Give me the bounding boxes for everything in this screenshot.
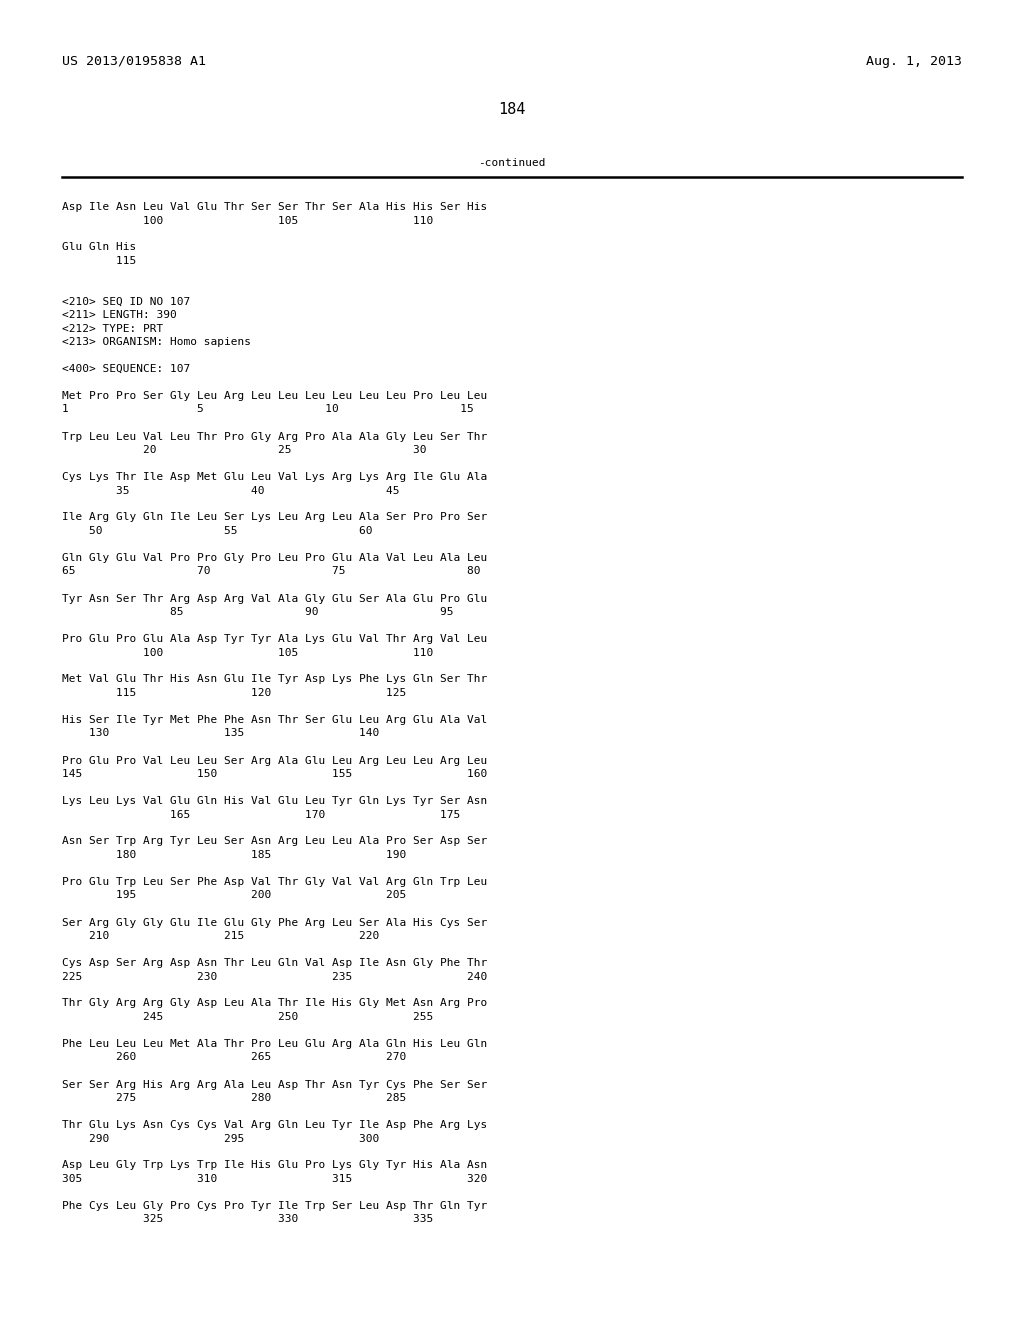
Text: <211> LENGTH: 390: <211> LENGTH: 390 [62, 310, 177, 319]
Text: Cys Lys Thr Ile Asp Met Glu Leu Val Lys Arg Lys Arg Ile Glu Ala: Cys Lys Thr Ile Asp Met Glu Leu Val Lys … [62, 473, 487, 482]
Text: 85                  90                  95: 85 90 95 [62, 607, 454, 616]
Text: 100                 105                 110: 100 105 110 [62, 215, 433, 226]
Text: 225                 230                 235                 240: 225 230 235 240 [62, 972, 487, 982]
Text: Tyr Asn Ser Thr Arg Asp Arg Val Ala Gly Glu Ser Ala Glu Pro Glu: Tyr Asn Ser Thr Arg Asp Arg Val Ala Gly … [62, 594, 487, 603]
Text: <212> TYPE: PRT: <212> TYPE: PRT [62, 323, 163, 334]
Text: -continued: -continued [478, 158, 546, 168]
Text: Ser Arg Gly Gly Glu Ile Glu Gly Phe Arg Leu Ser Ala His Cys Ser: Ser Arg Gly Gly Glu Ile Glu Gly Phe Arg … [62, 917, 487, 928]
Text: US 2013/0195838 A1: US 2013/0195838 A1 [62, 55, 206, 69]
Text: Gln Gly Glu Val Pro Pro Gly Pro Leu Pro Glu Ala Val Leu Ala Leu: Gln Gly Glu Val Pro Pro Gly Pro Leu Pro … [62, 553, 487, 564]
Text: Asn Ser Trp Arg Tyr Leu Ser Asn Arg Leu Leu Ala Pro Ser Asp Ser: Asn Ser Trp Arg Tyr Leu Ser Asn Arg Leu … [62, 837, 487, 846]
Text: 275                 280                 285: 275 280 285 [62, 1093, 407, 1104]
Text: 1                   5                  10                  15: 1 5 10 15 [62, 404, 474, 414]
Text: Cys Asp Ser Arg Asp Asn Thr Leu Gln Val Asp Ile Asn Gly Phe Thr: Cys Asp Ser Arg Asp Asn Thr Leu Gln Val … [62, 958, 487, 968]
Text: 184: 184 [499, 102, 525, 117]
Text: Phe Leu Leu Leu Met Ala Thr Pro Leu Glu Arg Ala Gln His Leu Gln: Phe Leu Leu Leu Met Ala Thr Pro Leu Glu … [62, 1039, 487, 1049]
Text: 65                  70                  75                  80: 65 70 75 80 [62, 566, 480, 577]
Text: 180                 185                 190: 180 185 190 [62, 850, 407, 861]
Text: Glu Gln His: Glu Gln His [62, 243, 136, 252]
Text: <210> SEQ ID NO 107: <210> SEQ ID NO 107 [62, 297, 190, 306]
Text: 195                 200                 205: 195 200 205 [62, 891, 407, 900]
Text: Trp Leu Leu Val Leu Thr Pro Gly Arg Pro Ala Ala Gly Leu Ser Thr: Trp Leu Leu Val Leu Thr Pro Gly Arg Pro … [62, 432, 487, 441]
Text: 100                 105                 110: 100 105 110 [62, 648, 433, 657]
Text: Thr Glu Lys Asn Cys Cys Val Arg Gln Leu Tyr Ile Asp Phe Arg Lys: Thr Glu Lys Asn Cys Cys Val Arg Gln Leu … [62, 1119, 487, 1130]
Text: 130                 135                 140: 130 135 140 [62, 729, 379, 738]
Text: 165                 170                 175: 165 170 175 [62, 809, 460, 820]
Text: Lys Leu Lys Val Glu Gln His Val Glu Leu Tyr Gln Lys Tyr Ser Asn: Lys Leu Lys Val Glu Gln His Val Glu Leu … [62, 796, 487, 807]
Text: 115: 115 [62, 256, 136, 267]
Text: <213> ORGANISM: Homo sapiens: <213> ORGANISM: Homo sapiens [62, 337, 251, 347]
Text: 50                  55                  60: 50 55 60 [62, 525, 373, 536]
Text: 245                 250                 255: 245 250 255 [62, 1012, 433, 1022]
Text: 260                 265                 270: 260 265 270 [62, 1052, 407, 1063]
Text: Aug. 1, 2013: Aug. 1, 2013 [866, 55, 962, 69]
Text: 325                 330                 335: 325 330 335 [62, 1214, 433, 1225]
Text: 35                  40                  45: 35 40 45 [62, 486, 399, 495]
Text: Phe Cys Leu Gly Pro Cys Pro Tyr Ile Trp Ser Leu Asp Thr Gln Tyr: Phe Cys Leu Gly Pro Cys Pro Tyr Ile Trp … [62, 1201, 487, 1210]
Text: Ser Ser Arg His Arg Arg Ala Leu Asp Thr Asn Tyr Cys Phe Ser Ser: Ser Ser Arg His Arg Arg Ala Leu Asp Thr … [62, 1080, 487, 1089]
Text: Pro Glu Trp Leu Ser Phe Asp Val Thr Gly Val Val Arg Gln Trp Leu: Pro Glu Trp Leu Ser Phe Asp Val Thr Gly … [62, 876, 487, 887]
Text: 115                 120                 125: 115 120 125 [62, 688, 407, 698]
Text: Pro Glu Pro Glu Ala Asp Tyr Tyr Ala Lys Glu Val Thr Arg Val Leu: Pro Glu Pro Glu Ala Asp Tyr Tyr Ala Lys … [62, 634, 487, 644]
Text: Met Val Glu Thr His Asn Glu Ile Tyr Asp Lys Phe Lys Gln Ser Thr: Met Val Glu Thr His Asn Glu Ile Tyr Asp … [62, 675, 487, 685]
Text: His Ser Ile Tyr Met Phe Phe Asn Thr Ser Glu Leu Arg Glu Ala Val: His Ser Ile Tyr Met Phe Phe Asn Thr Ser … [62, 715, 487, 725]
Text: Asp Ile Asn Leu Val Glu Thr Ser Ser Thr Ser Ala His His Ser His: Asp Ile Asn Leu Val Glu Thr Ser Ser Thr … [62, 202, 487, 213]
Text: Pro Glu Pro Val Leu Leu Ser Arg Ala Glu Leu Arg Leu Leu Arg Leu: Pro Glu Pro Val Leu Leu Ser Arg Ala Glu … [62, 755, 487, 766]
Text: 210                 215                 220: 210 215 220 [62, 931, 379, 941]
Text: 290                 295                 300: 290 295 300 [62, 1134, 379, 1143]
Text: 20                  25                  30: 20 25 30 [62, 445, 427, 455]
Text: 305                 310                 315                 320: 305 310 315 320 [62, 1173, 487, 1184]
Text: <400> SEQUENCE: 107: <400> SEQUENCE: 107 [62, 364, 190, 374]
Text: Thr Gly Arg Arg Gly Asp Leu Ala Thr Ile His Gly Met Asn Arg Pro: Thr Gly Arg Arg Gly Asp Leu Ala Thr Ile … [62, 998, 487, 1008]
Text: Ile Arg Gly Gln Ile Leu Ser Lys Leu Arg Leu Ala Ser Pro Pro Ser: Ile Arg Gly Gln Ile Leu Ser Lys Leu Arg … [62, 512, 487, 523]
Text: Met Pro Pro Ser Gly Leu Arg Leu Leu Leu Leu Leu Leu Pro Leu Leu: Met Pro Pro Ser Gly Leu Arg Leu Leu Leu … [62, 391, 487, 401]
Text: Asp Leu Gly Trp Lys Trp Ile His Glu Pro Lys Gly Tyr His Ala Asn: Asp Leu Gly Trp Lys Trp Ile His Glu Pro … [62, 1160, 487, 1171]
Text: 145                 150                 155                 160: 145 150 155 160 [62, 770, 487, 779]
